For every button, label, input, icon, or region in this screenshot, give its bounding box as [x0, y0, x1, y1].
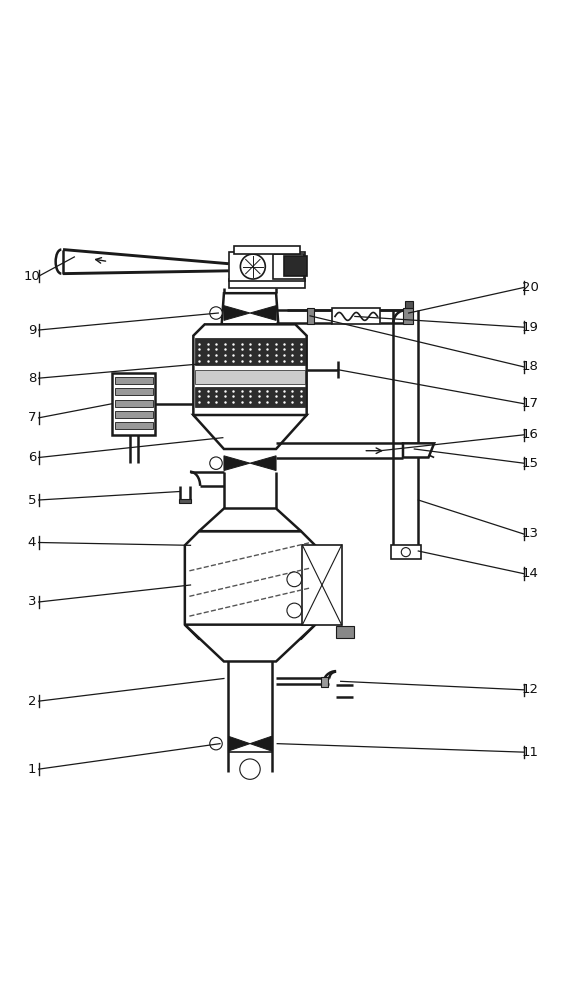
Bar	[195, 338, 305, 365]
Circle shape	[240, 254, 265, 279]
Bar	[403, 308, 413, 324]
Bar	[112, 373, 156, 435]
Bar	[332, 308, 381, 324]
Polygon shape	[403, 443, 434, 458]
Bar	[195, 387, 305, 407]
Text: 11: 11	[522, 746, 539, 759]
Text: 4: 4	[28, 536, 36, 549]
Polygon shape	[185, 625, 315, 661]
Polygon shape	[185, 531, 315, 639]
Text: 3: 3	[28, 595, 36, 608]
Polygon shape	[193, 415, 307, 449]
Bar	[115, 422, 153, 429]
Text: 2: 2	[28, 695, 36, 708]
Bar	[115, 411, 153, 418]
Text: 9: 9	[28, 324, 36, 337]
Polygon shape	[228, 736, 250, 751]
Text: 13: 13	[522, 527, 539, 540]
Bar	[273, 254, 304, 279]
Circle shape	[401, 548, 410, 557]
Bar	[307, 308, 314, 324]
Circle shape	[210, 457, 222, 469]
Bar	[391, 545, 421, 559]
Text: 6: 6	[28, 451, 36, 464]
Polygon shape	[250, 456, 276, 471]
Polygon shape	[193, 324, 307, 426]
Polygon shape	[224, 306, 250, 320]
Bar	[404, 301, 412, 308]
Circle shape	[287, 572, 302, 587]
Bar	[229, 279, 305, 288]
Text: 19: 19	[522, 321, 539, 334]
Bar	[302, 545, 342, 625]
Text: 14: 14	[522, 567, 539, 580]
Circle shape	[240, 759, 260, 779]
Text: 1: 1	[28, 763, 36, 776]
Text: 17: 17	[522, 397, 539, 410]
Polygon shape	[250, 306, 276, 320]
Bar	[115, 377, 153, 384]
Bar	[178, 499, 191, 503]
Polygon shape	[224, 456, 250, 471]
Text: 16: 16	[522, 428, 539, 441]
Text: 5: 5	[28, 494, 36, 507]
Text: 15: 15	[522, 457, 539, 470]
Circle shape	[210, 737, 222, 750]
Bar	[229, 252, 305, 281]
Polygon shape	[222, 293, 278, 324]
Text: 12: 12	[522, 683, 539, 696]
Bar	[284, 256, 307, 276]
Polygon shape	[250, 736, 272, 751]
Bar	[115, 400, 153, 407]
Text: 18: 18	[522, 360, 539, 373]
Bar	[115, 388, 153, 395]
Text: 10: 10	[23, 270, 40, 283]
Text: 20: 20	[522, 281, 539, 294]
Text: 7: 7	[28, 411, 36, 424]
Bar	[321, 677, 328, 687]
Text: 8: 8	[28, 372, 36, 385]
Bar	[235, 246, 299, 254]
Polygon shape	[199, 508, 301, 531]
Circle shape	[287, 603, 302, 618]
Bar	[195, 370, 305, 384]
Bar	[336, 626, 354, 638]
Circle shape	[210, 307, 222, 319]
